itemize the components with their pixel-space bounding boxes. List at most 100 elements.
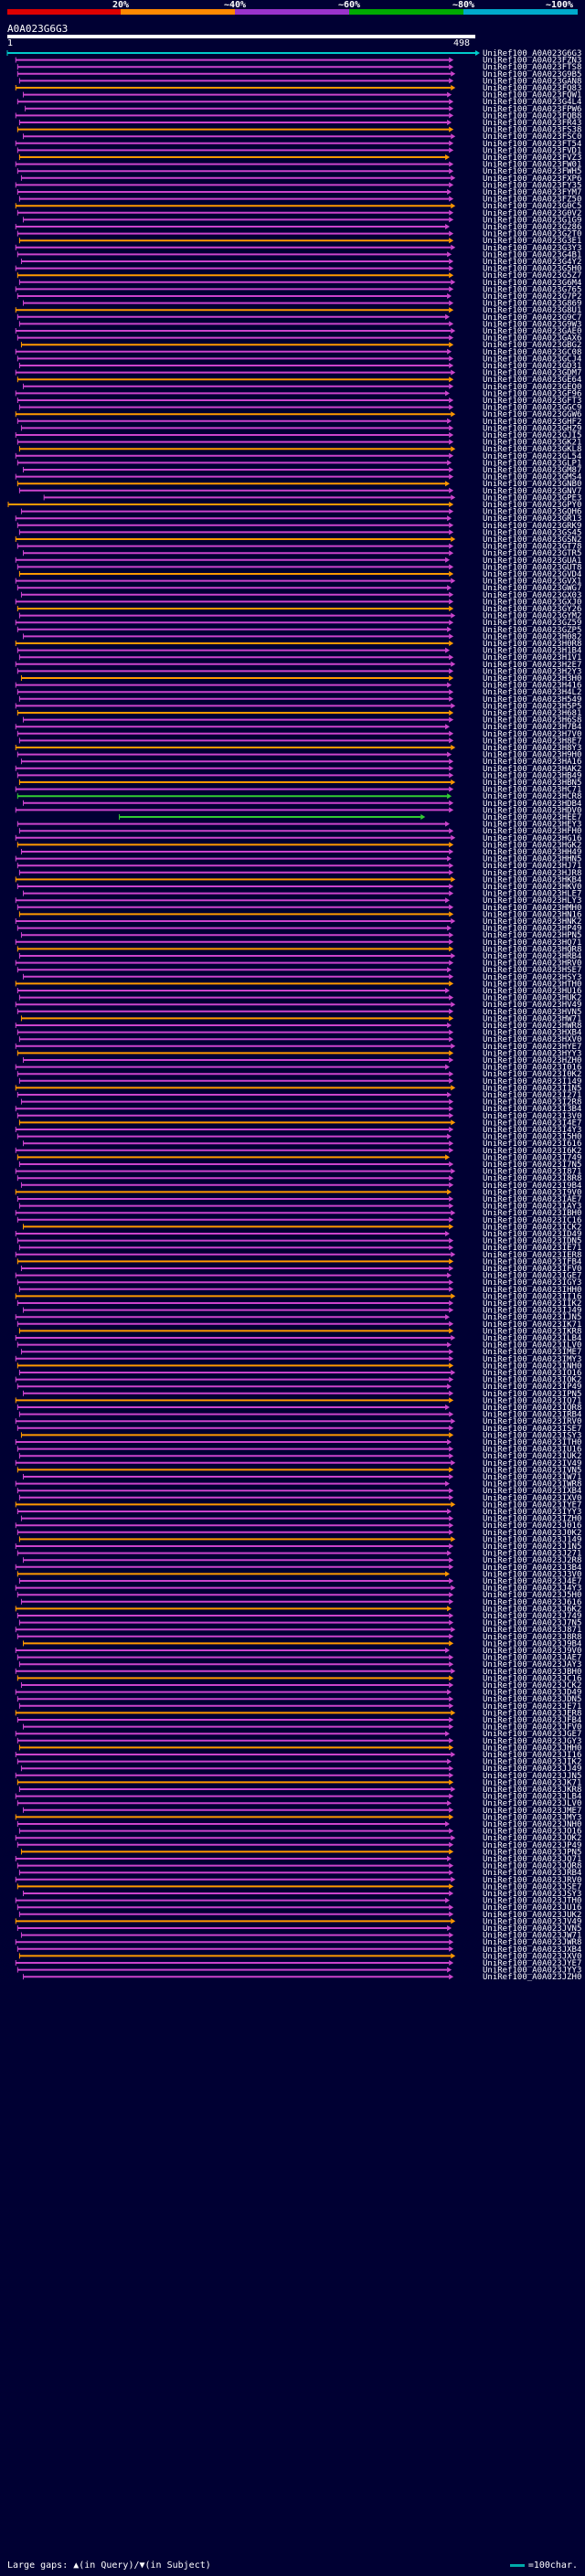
hit-label[interactable]: UniRef100_A0A023FW01 xyxy=(483,161,581,170)
hit-label[interactable]: UniRef100_A0A023I271 xyxy=(483,1091,581,1100)
hit-label[interactable]: UniRef100_A0A023G765 xyxy=(483,285,581,294)
hit-label[interactable]: UniRef100_A0A023JMY3 xyxy=(483,1813,581,1822)
hit-label[interactable]: UniRef100_A0A023JC16 xyxy=(483,1674,581,1683)
hit-label[interactable]: UniRef100_A0A023IV49 xyxy=(483,1459,581,1468)
hit-label[interactable]: UniRef100_A0A023H1B4 xyxy=(483,647,581,656)
hit-label[interactable]: UniRef100_A0A023JI16 xyxy=(483,1751,581,1760)
hit-label[interactable]: UniRef100_A0A023H681 xyxy=(483,709,581,718)
hit-label[interactable]: UniRef100_A0A023JE71 xyxy=(483,1702,581,1712)
hit-label[interactable]: UniRef100_A0A023JO16 xyxy=(483,1828,581,1837)
hit-label[interactable]: UniRef100_A0A023HYY3 xyxy=(483,1049,581,1058)
hit-label[interactable]: UniRef100_A0A023JD49 xyxy=(483,1689,581,1698)
hit-label[interactable]: UniRef100_A0A023GGW6 xyxy=(483,410,581,419)
hit-label[interactable]: UniRef100_A0A023IZH0 xyxy=(483,1515,581,1524)
hit-label[interactable]: UniRef100_A0A023HG16 xyxy=(483,834,581,843)
hit-label[interactable]: UniRef100_A0A023J871 xyxy=(483,1626,581,1635)
hit-label[interactable]: UniRef100_A0A023GL54 xyxy=(483,452,581,461)
hit-label[interactable]: UniRef100_A0A023ICK2 xyxy=(483,1223,581,1232)
hit-label[interactable]: UniRef100_A0A023IC16 xyxy=(483,1216,581,1225)
hit-label[interactable]: UniRef100_A0A023GQH6 xyxy=(483,508,581,517)
hit-label[interactable]: UniRef100_A0A023G7P2 xyxy=(483,292,581,302)
hit-label[interactable]: UniRef100_A0A023JAY3 xyxy=(483,1660,581,1670)
hit-label[interactable]: UniRef100_A0A023GAE0 xyxy=(483,327,581,336)
hit-label[interactable]: UniRef100_A0A023G2T0 xyxy=(483,230,581,239)
hit-label[interactable]: UniRef100_A0A023JOK2 xyxy=(483,1834,581,1843)
hit-label[interactable]: UniRef100_A0A023I016 xyxy=(483,1064,581,1073)
hit-label[interactable]: UniRef100_A0A023FWH5 xyxy=(483,167,581,176)
hit-label[interactable]: UniRef100_A0A023GR13 xyxy=(483,514,581,524)
hit-label[interactable]: UniRef100_A0A023G4L4 xyxy=(483,98,581,107)
hit-label[interactable]: UniRef100_A0A023H416 xyxy=(483,682,581,691)
hit-label[interactable]: UniRef100_A0A023JLB4 xyxy=(483,1793,581,1802)
hit-label[interactable]: UniRef100_A0A023HU16 xyxy=(483,987,581,996)
hit-label[interactable]: UniRef100_A0A023GAX6 xyxy=(483,334,581,344)
hit-label[interactable]: UniRef100_A0A023J6K2 xyxy=(483,1605,581,1614)
hit-label[interactable]: UniRef100_A0A023JFB4 xyxy=(483,1716,581,1725)
hit-label[interactable]: UniRef100_A0A023J1N5 xyxy=(483,1542,581,1552)
hit-label[interactable]: UniRef100_A0A023II16 xyxy=(483,1292,581,1301)
hit-label[interactable]: UniRef100_A0A023GWG7 xyxy=(483,584,581,593)
hit-label[interactable]: UniRef100_A0A023J9B4 xyxy=(483,1639,581,1648)
hit-label[interactable]: UniRef100_A0A023I616 xyxy=(483,1140,581,1149)
hit-label[interactable]: UniRef100_A0A023GLP1 xyxy=(483,459,581,468)
hit-label[interactable]: UniRef100_A0A023JHH0 xyxy=(483,1744,581,1753)
hit-label[interactable]: UniRef100_A0A023H082 xyxy=(483,632,581,641)
hit-label[interactable]: UniRef100_A0A023IYY3 xyxy=(483,1508,581,1517)
hit-label[interactable]: UniRef100_A0A023G5H0 xyxy=(483,265,581,274)
hit-label[interactable]: UniRef100_A0A023IGE7 xyxy=(483,1272,581,1281)
hit-label[interactable]: UniRef100_A0A023FVD1 xyxy=(483,146,581,155)
hit-label[interactable]: UniRef100_A0A023GPY0 xyxy=(483,501,581,510)
hit-label[interactable]: UniRef100_A0A023IME7 xyxy=(483,1348,581,1357)
hit-label[interactable]: UniRef100_A0A023HPN5 xyxy=(483,931,581,940)
hit-label[interactable]: UniRef100_A0A023IER8 xyxy=(483,1251,581,1260)
hit-label[interactable]: UniRef100_A0A023G6M4 xyxy=(483,279,581,288)
hit-label[interactable]: UniRef100_A0A023JP49 xyxy=(483,1841,581,1850)
hit-label[interactable]: UniRef100_A0A023JQR8 xyxy=(483,1862,581,1871)
hit-label[interactable]: UniRef100_A0A023G5Z7 xyxy=(483,271,581,281)
hit-label[interactable]: UniRef100_A0A023GDM7 xyxy=(483,369,581,378)
hit-label[interactable]: UniRef100_A0A023JVN5 xyxy=(483,1924,581,1934)
hit-label[interactable]: UniRef100_A0A023G0C5 xyxy=(483,202,581,211)
hit-label[interactable]: UniRef100_A0A023I7N5 xyxy=(483,1161,581,1170)
hit-label[interactable]: UniRef100_A0A023H0R8 xyxy=(483,640,581,649)
hit-label[interactable]: UniRef100_A0A023GPE3 xyxy=(483,493,581,503)
hit-label[interactable]: UniRef100_A0A023GRK9 xyxy=(483,522,581,531)
hit-label[interactable]: UniRef100_A0A023I5H0 xyxy=(483,1133,581,1142)
hit-label[interactable]: UniRef100_A0A023GMS4 xyxy=(483,473,581,482)
hit-label[interactable]: UniRef100_A0A023JGY3 xyxy=(483,1737,581,1746)
hit-label[interactable]: UniRef100_A0A023JXB4 xyxy=(483,1945,581,1955)
hit-label[interactable]: UniRef100_A0A023FSC0 xyxy=(483,133,581,142)
hit-label[interactable]: UniRef100_A0A023FQW1 xyxy=(483,91,581,101)
hit-label[interactable]: UniRef100_A0A023FR43 xyxy=(483,119,581,128)
hit-label[interactable]: UniRef100_A0A023J5H0 xyxy=(483,1591,581,1600)
hit-label[interactable]: UniRef100_A0A023JBH0 xyxy=(483,1668,581,1677)
hit-label[interactable]: UniRef100_A0A023H8Y3 xyxy=(483,744,581,753)
hit-label[interactable]: UniRef100_A0A023IGY3 xyxy=(483,1278,581,1288)
hit-label[interactable]: UniRef100_A0A023G9W3 xyxy=(483,320,581,329)
hit-label[interactable]: UniRef100_A0A023JYY3 xyxy=(483,1966,581,1976)
hit-label[interactable]: UniRef100_A0A023I9V0 xyxy=(483,1188,581,1197)
hit-label[interactable]: UniRef100_A0A023I9B4 xyxy=(483,1182,581,1191)
hit-label[interactable]: UniRef100_A0A023IRV0 xyxy=(483,1417,581,1426)
hit-label[interactable]: UniRef100_A0A023JER8 xyxy=(483,1709,581,1718)
hit-label[interactable]: UniRef100_A0A023HH49 xyxy=(483,848,581,857)
hit-label[interactable]: UniRef100_A0A023JK71 xyxy=(483,1778,581,1787)
hit-label[interactable]: UniRef100_A0A023GUT8 xyxy=(483,563,581,572)
hit-label[interactable]: UniRef100_A0A023JCK2 xyxy=(483,1681,581,1691)
hit-label[interactable]: UniRef100_A0A023HEY3 xyxy=(483,821,581,830)
hit-label[interactable]: UniRef100_A0A023G869 xyxy=(483,300,581,309)
hit-label[interactable]: UniRef100_A0A023J149 xyxy=(483,1535,581,1544)
hit-label[interactable]: UniRef100_A0A023GKL8 xyxy=(483,445,581,454)
hit-label[interactable]: UniRef100_A0A023HXV0 xyxy=(483,1035,581,1044)
hit-label[interactable]: UniRef100_A0A023JKR8 xyxy=(483,1786,581,1795)
hit-label[interactable]: UniRef100_A0A023HTH0 xyxy=(483,980,581,989)
hit-label[interactable]: UniRef100_A0A023HDV0 xyxy=(483,806,581,815)
hit-label[interactable]: UniRef100_A0A023HSE7 xyxy=(483,966,581,975)
hit-label[interactable]: UniRef100_A0A023ILV0 xyxy=(483,1341,581,1351)
hit-label[interactable]: UniRef100_A0A023G9B5 xyxy=(483,70,581,80)
hit-label[interactable]: UniRef100_A0A023GX03 xyxy=(483,591,581,600)
hit-label[interactable]: UniRef100_A0A023G3E1 xyxy=(483,237,581,246)
hit-label[interactable]: UniRef100_A0A023JQ71 xyxy=(483,1855,581,1864)
hit-label[interactable]: UniRef100_A0A023IO16 xyxy=(483,1369,581,1378)
hit-label[interactable]: UniRef100_A0A023GE64 xyxy=(483,376,581,385)
